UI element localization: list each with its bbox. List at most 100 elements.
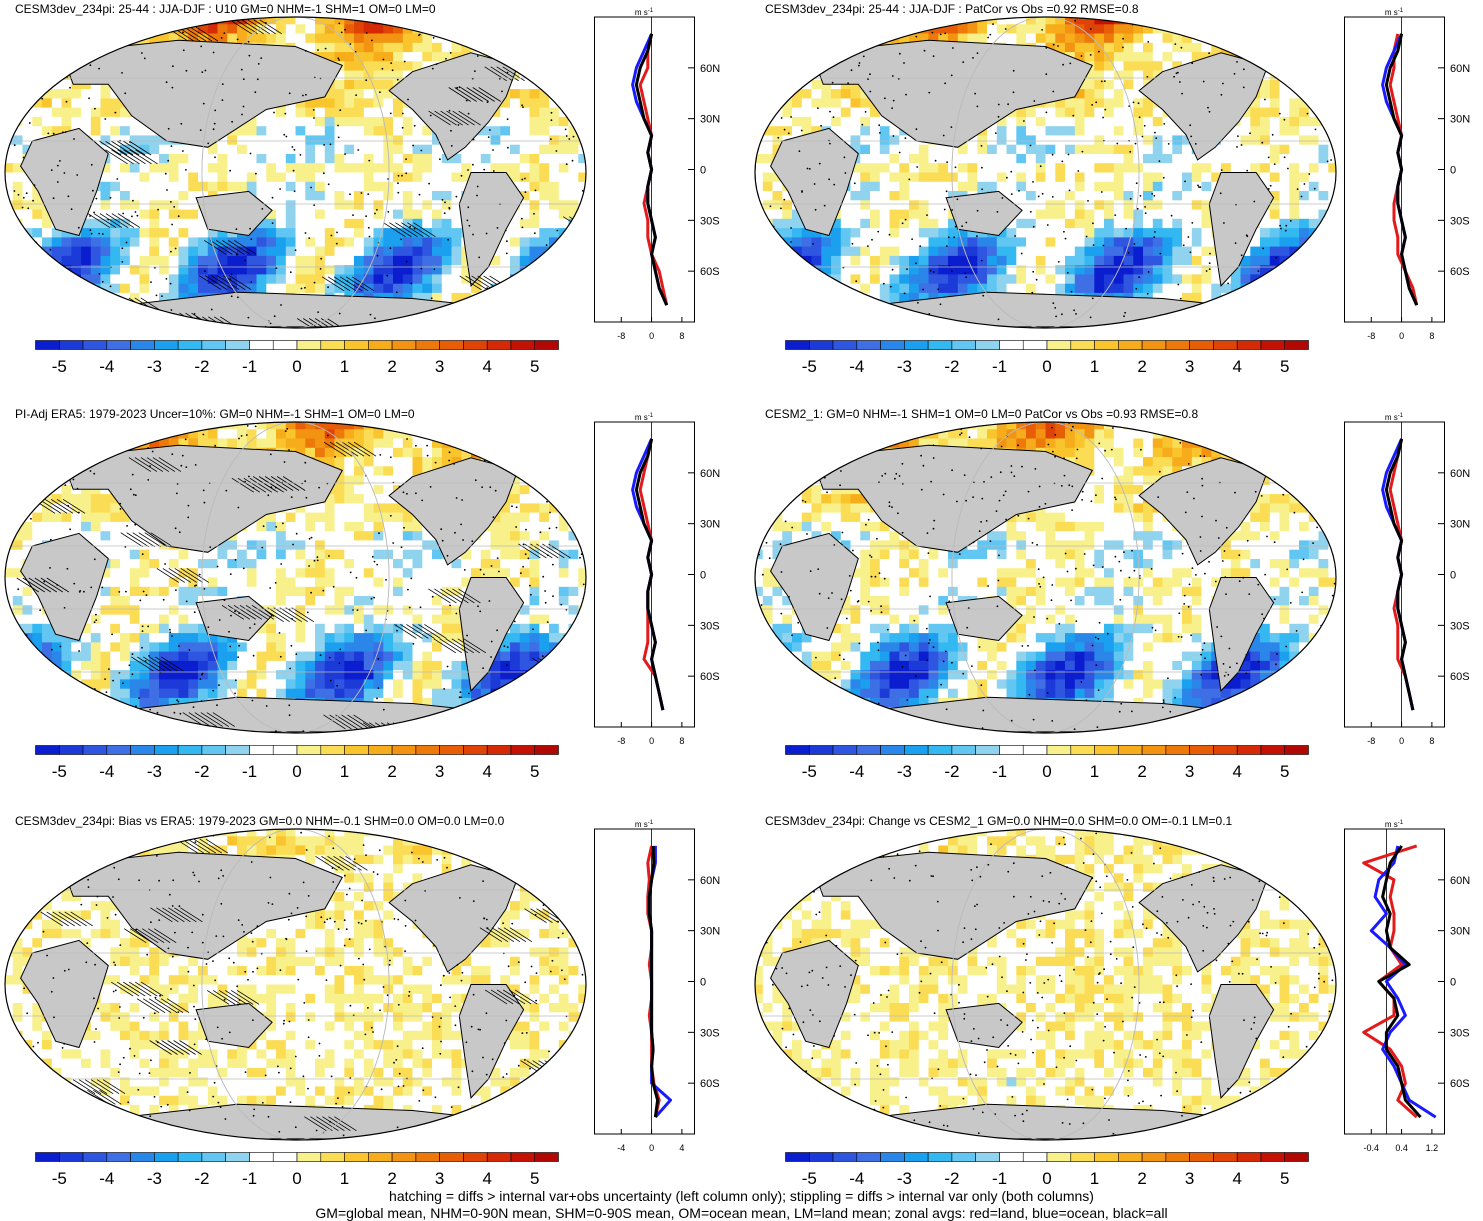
map-cell xyxy=(1123,237,1134,248)
map-cell xyxy=(1269,154,1281,164)
stipple-dot xyxy=(1054,307,1057,309)
hatch-line xyxy=(434,110,457,126)
map-cell xyxy=(178,181,189,192)
stipple-dot xyxy=(457,124,460,126)
map-cell xyxy=(762,191,774,201)
map-cell xyxy=(32,265,43,275)
map-cell xyxy=(295,255,306,266)
map-cell xyxy=(918,255,930,266)
stipple-dot xyxy=(1091,104,1093,106)
map-cell xyxy=(432,255,443,266)
colorbar-label: 1 xyxy=(340,357,349,376)
stipple-dot xyxy=(284,112,287,115)
map-cell xyxy=(500,246,511,257)
map-cell xyxy=(402,116,414,127)
map-cell xyxy=(402,228,414,238)
map-cell xyxy=(266,163,277,174)
map-cell xyxy=(1299,79,1310,90)
stipple-dot xyxy=(220,37,223,39)
map-cell xyxy=(471,17,482,25)
map-cell xyxy=(42,320,53,328)
stipple-dot xyxy=(888,233,891,236)
map-cell xyxy=(266,228,277,238)
map-cell xyxy=(1162,17,1173,25)
map-cell xyxy=(1055,265,1066,275)
stipple-dot xyxy=(132,199,134,202)
stipple-dot xyxy=(1146,292,1149,295)
map-cell xyxy=(558,135,570,146)
map-cell xyxy=(879,320,891,328)
map-cell xyxy=(860,181,871,192)
stipple-dot xyxy=(387,211,390,213)
map-cell xyxy=(840,320,852,328)
map-cell xyxy=(461,42,472,53)
map-cell xyxy=(159,283,170,294)
stipple-dot xyxy=(1278,112,1281,115)
hatch-line xyxy=(395,222,418,238)
map-cell xyxy=(1055,255,1066,266)
map-cell xyxy=(1055,116,1066,127)
map-cell xyxy=(821,89,832,99)
map-cell xyxy=(772,61,783,72)
map-cell xyxy=(1006,274,1017,285)
map-cell xyxy=(441,292,453,303)
map-cell xyxy=(129,191,141,201)
map-cell xyxy=(61,98,72,109)
map-cell xyxy=(1016,163,1027,174)
map-cell xyxy=(938,218,949,229)
map-cell xyxy=(1104,283,1115,294)
map-cell xyxy=(1289,98,1300,109)
map-cell xyxy=(1074,274,1086,285)
map-cell xyxy=(1318,52,1329,62)
map-cell xyxy=(879,228,891,238)
map-cell xyxy=(1260,218,1271,229)
map-cell xyxy=(285,154,297,164)
map-cell xyxy=(1045,172,1056,183)
map-cell xyxy=(363,135,375,146)
map-cell xyxy=(801,320,813,328)
map-cell xyxy=(1113,200,1125,211)
map-cell xyxy=(490,163,501,174)
map-cell xyxy=(432,172,443,183)
hatch-line xyxy=(490,66,513,82)
map-cell xyxy=(266,135,277,146)
map-cell xyxy=(1172,126,1183,137)
map-cell xyxy=(1201,181,1212,192)
map-cell xyxy=(957,144,969,155)
map-cell xyxy=(840,246,852,257)
map-cell xyxy=(549,172,560,183)
map-cell xyxy=(1240,126,1251,137)
stipple-dot xyxy=(1144,206,1146,208)
stipple-dot xyxy=(844,172,847,174)
map-cell xyxy=(1123,144,1134,155)
map-cell xyxy=(938,17,949,25)
map-cell xyxy=(821,274,832,285)
map-cell xyxy=(549,98,560,109)
map-cell xyxy=(928,246,939,257)
map-cell xyxy=(12,237,24,248)
map-cell xyxy=(879,24,891,35)
stipple-dot xyxy=(330,234,333,237)
map-cell xyxy=(1074,181,1086,192)
stipple-dot xyxy=(1237,135,1239,137)
stipple-dot xyxy=(1037,195,1040,198)
map-cell xyxy=(354,228,365,238)
map-cell xyxy=(168,163,180,174)
map-cell xyxy=(81,292,92,303)
map-cell xyxy=(1279,126,1290,137)
map-cell xyxy=(402,135,414,146)
map-cell xyxy=(1123,70,1134,81)
map-cell xyxy=(792,116,803,127)
map-cell xyxy=(1240,154,1251,164)
map-cell xyxy=(441,42,453,53)
map-cell xyxy=(539,61,550,72)
map-cell xyxy=(480,126,492,137)
stipple-dot xyxy=(783,128,786,131)
map-cell xyxy=(276,283,287,294)
map-cell xyxy=(772,218,783,229)
map-cell xyxy=(1318,98,1329,109)
map-cell xyxy=(568,154,579,164)
stipple-dot xyxy=(550,119,553,122)
stipple-dot xyxy=(506,118,509,121)
stipple-dot xyxy=(1006,176,1008,179)
